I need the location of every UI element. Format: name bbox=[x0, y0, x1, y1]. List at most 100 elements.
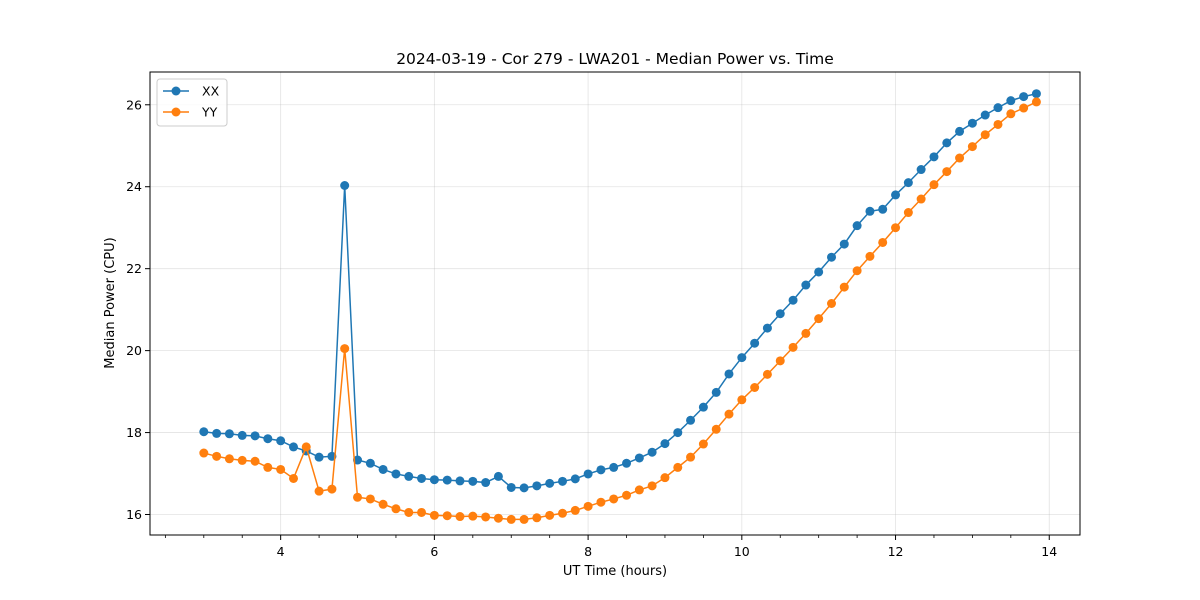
data-point-xx bbox=[596, 465, 606, 475]
data-point-xx bbox=[570, 474, 580, 484]
data-point-yy bbox=[660, 473, 670, 483]
data-point-yy bbox=[596, 497, 606, 507]
data-point-xx bbox=[622, 458, 632, 468]
data-point-xx bbox=[212, 428, 222, 438]
data-point-xx bbox=[276, 436, 286, 446]
data-point-xx bbox=[878, 204, 888, 214]
data-point-yy bbox=[814, 314, 824, 324]
data-point-yy bbox=[891, 223, 901, 233]
data-point-yy bbox=[647, 481, 657, 491]
data-point-xx bbox=[660, 439, 670, 449]
data-point-yy bbox=[903, 208, 913, 218]
data-point-yy bbox=[429, 510, 439, 520]
data-point-xx bbox=[865, 206, 875, 216]
data-point-yy bbox=[686, 452, 696, 462]
data-point-yy bbox=[224, 454, 234, 464]
x-tick-label: 6 bbox=[430, 544, 438, 559]
data-point-yy bbox=[609, 494, 619, 504]
data-point-yy bbox=[622, 490, 632, 500]
data-point-yy bbox=[955, 153, 965, 163]
x-axis-label: UT Time (hours) bbox=[563, 564, 667, 579]
x-tick-label: 8 bbox=[584, 544, 592, 559]
y-tick-label: 20 bbox=[126, 343, 142, 358]
data-point-xx bbox=[1006, 96, 1016, 106]
y-axis-label: Median Power (CPU) bbox=[103, 237, 118, 368]
data-point-yy bbox=[878, 237, 888, 247]
data-point-yy bbox=[852, 266, 862, 276]
data-point-yy bbox=[417, 507, 427, 517]
data-point-xx bbox=[673, 428, 683, 438]
data-point-yy bbox=[583, 501, 593, 511]
data-point-yy bbox=[340, 344, 350, 354]
data-point-xx bbox=[263, 434, 273, 444]
data-point-xx bbox=[558, 476, 567, 486]
y-tick-label: 22 bbox=[126, 261, 142, 276]
data-point-yy bbox=[801, 328, 811, 338]
data-point-yy bbox=[404, 507, 414, 517]
legend: XX YY bbox=[156, 78, 228, 127]
data-point-xx bbox=[711, 387, 721, 397]
data-point-xx bbox=[788, 295, 798, 305]
data-point-yy bbox=[314, 486, 324, 496]
data-point-xx bbox=[609, 462, 619, 472]
x-tick-label: 10 bbox=[734, 544, 750, 559]
data-point-xx bbox=[237, 430, 247, 440]
data-point-xx bbox=[353, 455, 363, 465]
data-point-xx bbox=[634, 453, 644, 463]
data-point-xx bbox=[942, 138, 952, 148]
data-point-yy bbox=[1019, 103, 1029, 113]
data-point-yy bbox=[493, 513, 503, 523]
data-point-yy bbox=[673, 462, 683, 472]
data-point-xx bbox=[814, 267, 824, 277]
data-point-xx bbox=[340, 181, 350, 190]
x-axis-ticks: 4 6 8 10 12 14 bbox=[164, 535, 1057, 559]
data-point-xx bbox=[724, 369, 734, 379]
data-point-yy bbox=[212, 451, 222, 461]
data-point-yy bbox=[737, 395, 747, 405]
data-point-xx bbox=[891, 190, 901, 200]
data-point-xx bbox=[929, 152, 939, 162]
data-point-xx bbox=[801, 280, 811, 290]
data-point-xx bbox=[506, 482, 516, 492]
data-point-yy bbox=[391, 504, 401, 514]
data-point-xx bbox=[750, 338, 760, 348]
data-point-yy bbox=[1031, 97, 1041, 107]
data-point-xx bbox=[698, 402, 708, 412]
data-point-xx bbox=[224, 429, 234, 439]
data-point-yy bbox=[916, 194, 926, 204]
data-point-xx bbox=[532, 481, 542, 491]
data-point-yy bbox=[378, 499, 388, 509]
data-point-yy bbox=[967, 142, 977, 152]
y-tick-label: 24 bbox=[126, 179, 142, 194]
data-point-xx bbox=[250, 431, 260, 441]
data-point-xx bbox=[519, 483, 529, 493]
y-tick-label: 18 bbox=[126, 425, 142, 440]
data-point-yy bbox=[750, 383, 760, 392]
data-point-yy bbox=[942, 167, 952, 177]
legend-marker-xx bbox=[171, 86, 181, 96]
y-tick-label: 16 bbox=[126, 507, 142, 522]
y-axis-ticks: 16 18 20 22 24 26 bbox=[126, 97, 150, 522]
data-point-yy bbox=[289, 473, 298, 483]
data-point-xx bbox=[583, 469, 593, 479]
data-point-xx bbox=[1019, 92, 1029, 102]
data-point-xx bbox=[1031, 89, 1041, 99]
data-point-xx bbox=[737, 353, 747, 363]
data-point-yy bbox=[865, 251, 875, 261]
data-point-xx bbox=[378, 464, 388, 474]
data-point-xx bbox=[442, 475, 452, 485]
data-point-yy bbox=[506, 514, 516, 524]
data-point-xx bbox=[967, 118, 977, 128]
data-point-yy bbox=[724, 409, 734, 419]
data-point-xx bbox=[455, 476, 465, 486]
data-point-yy bbox=[327, 484, 337, 494]
data-point-xx bbox=[647, 447, 657, 457]
data-point-yy bbox=[775, 356, 785, 366]
data-point-yy bbox=[250, 456, 260, 466]
data-point-yy bbox=[353, 492, 363, 502]
data-point-xx bbox=[289, 442, 298, 452]
x-tick-label: 12 bbox=[888, 544, 904, 559]
legend-label-yy: YY bbox=[201, 105, 218, 120]
data-point-xx bbox=[955, 126, 965, 136]
